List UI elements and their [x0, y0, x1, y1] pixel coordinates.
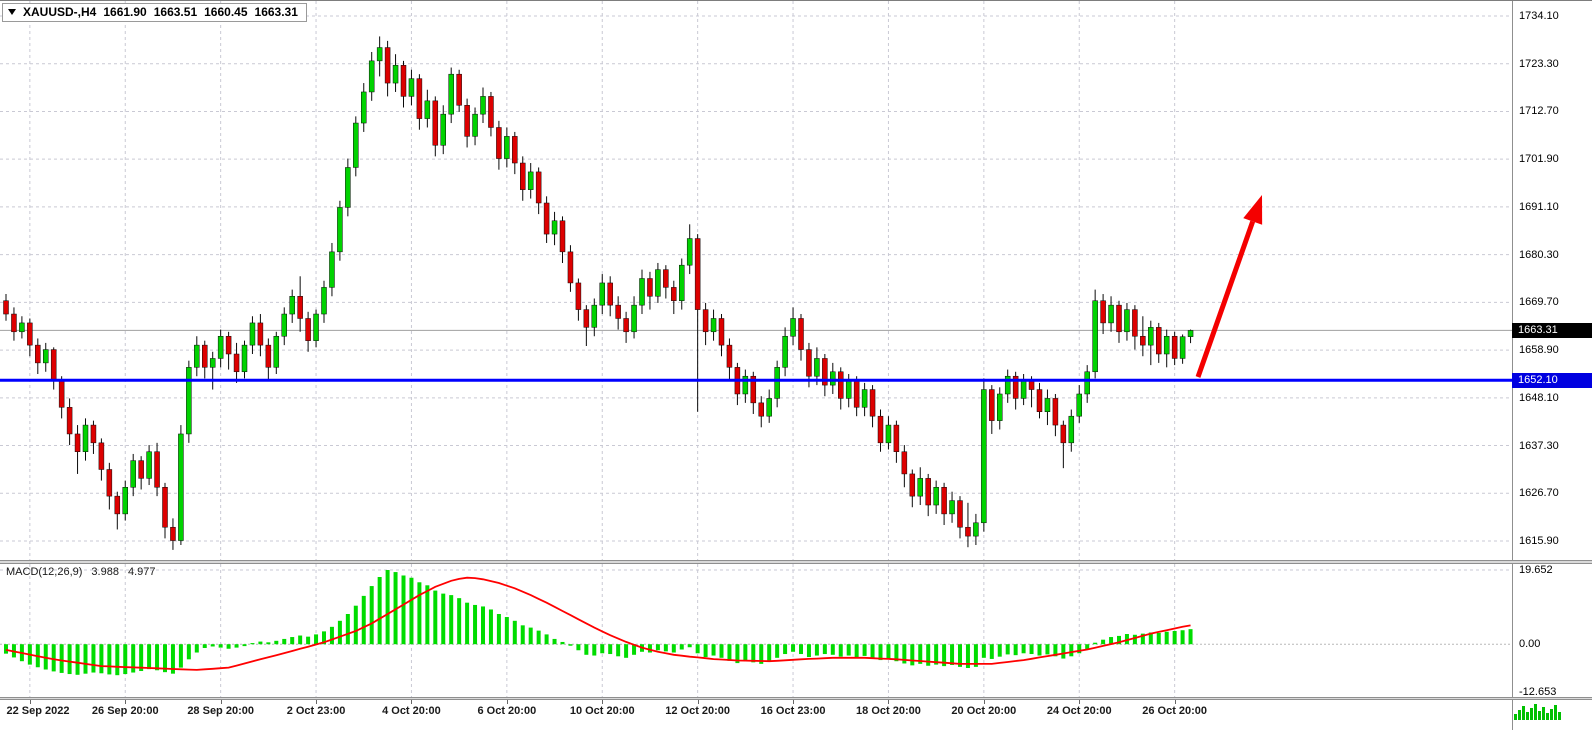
- ohlc-high: 1663.51: [153, 5, 198, 19]
- time-axis-label: 10 Oct 20:00: [569, 705, 635, 717]
- ohlc-close: 1663.31: [254, 5, 298, 19]
- last-price-badge: 1663.31: [1512, 323, 1592, 339]
- macd-axis-label: -12.653: [1519, 686, 1557, 698]
- time-axis-tick: [411, 700, 413, 704]
- time-axis-tick: [793, 700, 795, 704]
- price-axis-label: 1680.30: [1519, 248, 1559, 261]
- time-axis-label: 4 Oct 20:00: [382, 705, 441, 717]
- price-axis-label: 1626.70: [1519, 487, 1559, 500]
- price-axis-label: 1615.90: [1519, 535, 1559, 547]
- time-axis-label: 2 Oct 23:00: [286, 705, 346, 717]
- price-axis-label: 1691.10: [1519, 200, 1559, 213]
- time-axis-tick: [697, 700, 699, 704]
- price-axis-label: 1669.70: [1519, 296, 1559, 309]
- time-axis-label: 16 Oct 23:00: [760, 705, 826, 717]
- macd-title: MACD(12,26,9): [6, 566, 83, 578]
- time-axis-tick: [888, 700, 890, 704]
- time-axis-tick: [983, 700, 985, 704]
- price-axis-label: 1637.30: [1519, 439, 1559, 452]
- time-axis-tick: [220, 700, 222, 704]
- time-axis-tick: [506, 700, 508, 704]
- price-axis-label: 1723.30: [1519, 57, 1559, 70]
- ohlc-low: 1660.45: [204, 5, 248, 19]
- symbol-timeframe-label: XAUUSD-,H4: [23, 5, 97, 19]
- price-axis[interactable]: 1734.10 1723.30 1712.70 1701.90 1691.10 1680.…: [1512, 1, 1592, 730]
- ohlc-open: 1661.90: [103, 5, 147, 19]
- time-axis-label: 6 Oct 20:00: [477, 705, 537, 717]
- macd-axis-label: 19.652: [1519, 564, 1553, 576]
- macd-panel[interactable]: [0, 564, 1512, 697]
- time-axis-label: 26 Oct 20:00: [1142, 705, 1208, 717]
- time-axis-tick: [1174, 700, 1176, 704]
- time-axis-label: 12 Oct 20:00: [665, 705, 731, 717]
- price-axis-label: 1734.10: [1519, 10, 1559, 22]
- price-axis-label: 1701.90: [1519, 153, 1559, 166]
- price-axis-label: 1712.70: [1519, 105, 1559, 118]
- time-axis-label: 26 Sep 20:00: [91, 705, 159, 717]
- symbol-info-bar: XAUUSD-,H4 1661.90 1663.51 1660.45 1663.…: [2, 3, 307, 22]
- time-axis-label: 20 Oct 20:00: [951, 705, 1017, 717]
- time-axis-label: 24 Oct 20:00: [1046, 705, 1112, 717]
- macd-main-value: 3.988: [91, 566, 119, 578]
- price-axis-label: 1658.90: [1519, 344, 1559, 357]
- time-axis-tick: [316, 700, 318, 704]
- macd-signal-value: 4.977: [127, 566, 156, 578]
- macd-label: MACD(12,26,9) 3.988 4.977: [6, 566, 155, 578]
- corner-volume-marks: [1514, 702, 1590, 720]
- trend-arrow-annotation[interactable]: [1195, 195, 1263, 378]
- time-axis-tick: [125, 700, 127, 704]
- candles-layer: [3, 36, 1194, 550]
- grid-layer: [0, 1, 1512, 560]
- time-axis[interactable]: 22 Sep 2022 26 Sep 20:00 28 Sep 20:00 2 Oct…: [0, 700, 1512, 730]
- time-axis-tick: [29, 700, 31, 704]
- support-price-badge: 1652.10: [1512, 373, 1592, 389]
- macd-signal-line: [5, 576, 1191, 671]
- time-axis-label: 22 Sep 2022: [6, 705, 70, 717]
- macd-axis-label: 0.00: [1519, 638, 1541, 651]
- macd-grid-layer: [0, 564, 1512, 697]
- time-axis-label: 28 Sep 20:00: [187, 705, 254, 717]
- one-click-trading-arrow-icon[interactable]: [8, 9, 16, 15]
- time-axis-tick: [1079, 700, 1081, 704]
- time-axis-tick: [602, 700, 604, 704]
- candlestick-chart[interactable]: [0, 1, 1512, 560]
- price-axis-label: 1648.10: [1519, 391, 1559, 404]
- macd-histogram: [4, 570, 1193, 676]
- axis-separator: [0, 697, 1592, 700]
- panel-separator[interactable]: [0, 560, 1592, 564]
- time-axis-label: 18 Oct 20:00: [856, 705, 921, 717]
